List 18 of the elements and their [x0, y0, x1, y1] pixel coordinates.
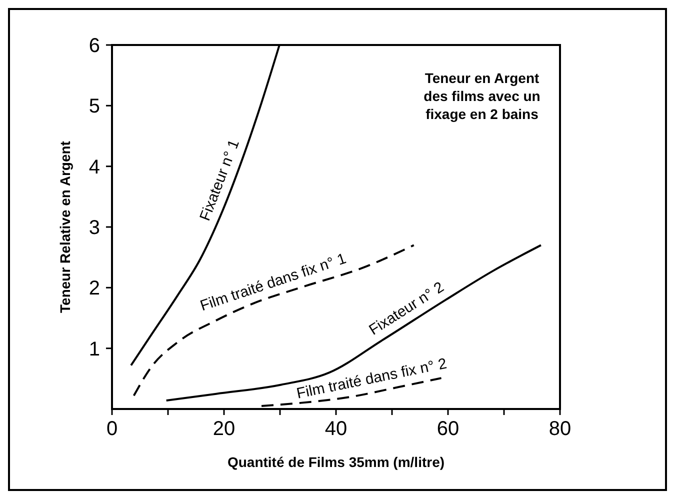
- y-tick-label: 3: [88, 217, 100, 239]
- y-axis-title: Teneur Relative en Argent: [57, 140, 73, 313]
- y-tick-label: 6: [88, 35, 100, 57]
- x-axis-title: Quantité de Films 35mm (m/litre): [227, 454, 445, 470]
- x-tick-label: 80: [548, 418, 572, 440]
- x-tick-label: 60: [436, 418, 460, 440]
- y-tick-label: 5: [88, 96, 100, 118]
- text: Film traité dans fix n° 2: [295, 355, 448, 402]
- x-tick-label: 20: [212, 418, 236, 440]
- y-tick-label: 4: [88, 156, 100, 178]
- text: Film traité dans fix n° 1: [198, 250, 348, 315]
- x-tick-label: 0: [106, 418, 118, 440]
- x-tick-label: 40: [324, 418, 348, 440]
- line-series: [165, 244, 542, 402]
- line-series: [132, 244, 415, 397]
- y-tick-label: 2: [88, 278, 100, 300]
- y-tick-label: 1: [88, 338, 100, 360]
- text: Teneur en Argent des films avec un fixage en 2 bains: [424, 70, 540, 122]
